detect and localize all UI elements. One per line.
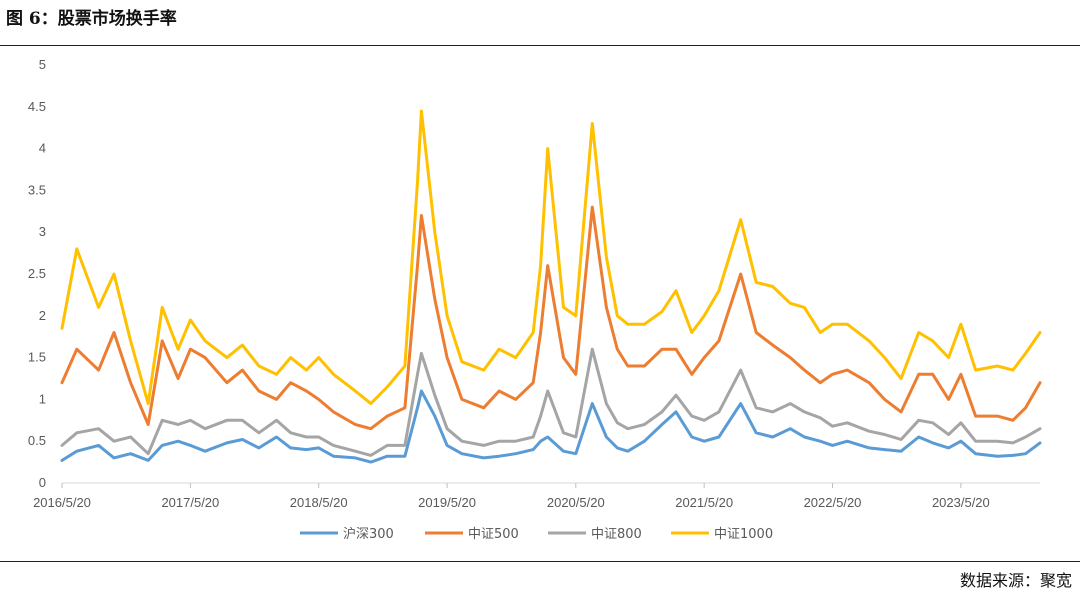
series-line-4: [60, 109, 1042, 406]
y-axis-ticks: 0 0.5 1 1.5 2 2.5 3 3.5 4 4.5 5: [28, 57, 46, 490]
x-tick-label: 2022/5/20: [804, 495, 862, 510]
x-tick-label: 2019/5/20: [418, 495, 476, 510]
legend-label: 中证500: [468, 527, 519, 542]
x-tick-label: 2020/5/20: [547, 495, 605, 510]
series-line-2: [60, 205, 1042, 431]
x-tick-label: 2023/5/20: [932, 495, 990, 510]
legend-label: 中证800: [591, 527, 642, 542]
chart-legend: 沪深300 中证500 中证800 中证1000: [300, 526, 773, 542]
y-tick-label: 5: [39, 57, 46, 72]
series-lines: [60, 109, 1042, 464]
x-tick-label: 2021/5/20: [675, 495, 733, 510]
x-axis-ticks: 2016/5/20 2017/5/20 2018/5/20 2019/5/20 2020…: [33, 483, 990, 510]
turnover-line-chart: 0 0.5 1 1.5 2 2.5 3 3.5 4 4.5 5 2016/5/20 2017/5/20…: [28, 57, 1042, 542]
y-tick-label: 4: [39, 141, 46, 156]
x-tick-label: 2018/5/20: [290, 495, 348, 510]
y-tick-label: 1: [39, 391, 46, 406]
y-tick-label: 3: [39, 224, 46, 239]
y-tick-label: 2.5: [28, 266, 46, 281]
bottom-divider: [0, 561, 1080, 562]
legend-label: 沪深300: [343, 526, 394, 542]
y-tick-label: 4.5: [28, 99, 46, 114]
series-line-3: [60, 347, 1042, 457]
legend-label: 中证1000: [714, 527, 773, 542]
x-tick-label: 2017/5/20: [161, 495, 219, 510]
y-tick-label: 0: [39, 475, 46, 490]
data-source-note: 数据来源：聚宽: [959, 571, 1072, 590]
top-divider: [0, 45, 1080, 46]
y-tick-label: 1.5: [28, 350, 46, 365]
page-title: 图 6：股票市场换手率: [6, 9, 177, 29]
series-line-1: [60, 389, 1042, 464]
y-tick-label: 3.5: [28, 182, 46, 197]
y-tick-label: 0.5: [28, 433, 46, 448]
y-tick-label: 2: [39, 308, 46, 323]
x-tick-label: 2016/5/20: [33, 495, 91, 510]
